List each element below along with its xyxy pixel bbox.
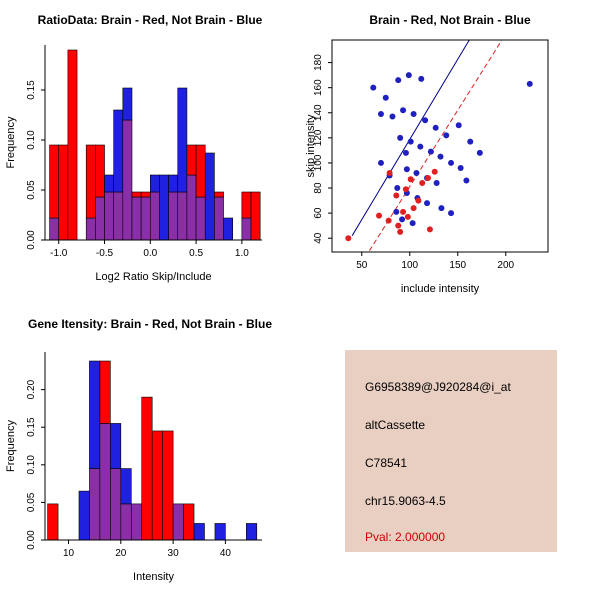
svg-text:30: 30 [168, 548, 180, 559]
svg-text:10: 10 [63, 548, 75, 559]
svg-text:60: 60 [313, 207, 324, 219]
svg-text:40: 40 [313, 232, 324, 244]
svg-text:Intensity: Intensity [133, 571, 174, 583]
info-box: G6958389@J920284@i_at altCassette C78541… [345, 350, 557, 552]
svg-text:20: 20 [115, 548, 127, 559]
svg-text:100: 100 [401, 260, 418, 271]
svg-text:skip intensity: skip intensity [305, 114, 317, 177]
ratio-histogram-chart: -1.0 -0.5 0.0 0.5 1.0 0.00 0.05 0.10 0.15 Log2 Ra… [5, 45, 262, 283]
ratio-histogram-title: RatioData: Brain - Red, Not Brain - Blue [37, 13, 263, 27]
scatter-title: Brain - Red, Not Brain - Blue [369, 13, 531, 27]
svg-text:0.15: 0.15 [26, 80, 37, 100]
gene-histogram-chart: 10 20 30 40 0.00 0.05 0.10 0.15 0.20 Intensity Fre… [5, 352, 262, 583]
svg-text:0.05: 0.05 [26, 180, 37, 200]
svg-text:100: 100 [313, 154, 324, 171]
gene-histogram-title: Gene Itensity: Brain - Red, Not Brain - … [27, 317, 273, 331]
svg-text:Frequency: Frequency [5, 420, 17, 472]
scatter-chart: 50 100 150 200 40 60 80 100 120 140 160 180 include … [305, 39, 549, 295]
svg-text:80: 80 [313, 182, 324, 194]
chromosome-location: chr15.9063-4.5 [365, 494, 446, 508]
svg-text:0.05: 0.05 [26, 492, 37, 512]
svg-text:140: 140 [313, 104, 324, 121]
svg-text:40: 40 [220, 548, 232, 559]
svg-text:Log2 Ratio Skip/Include: Log2 Ratio Skip/Include [95, 271, 211, 283]
svg-text:160: 160 [313, 79, 324, 96]
svg-text:1.0: 1.0 [235, 248, 249, 259]
svg-text:200: 200 [497, 260, 514, 271]
gene-id: C78541 [365, 456, 408, 470]
probe-id: G6958389@J920284@i_at [365, 380, 511, 394]
svg-text:50: 50 [356, 260, 368, 271]
ratio-histogram-panel: RatioData: Brain - Red, Not Brain - Blue… [0, 0, 300, 300]
svg-text:0.10: 0.10 [26, 455, 37, 475]
svg-text:120: 120 [313, 129, 324, 146]
svg-text:0.15: 0.15 [26, 417, 37, 437]
svg-text:150: 150 [449, 260, 466, 271]
svg-text:0.0: 0.0 [143, 248, 157, 259]
svg-text:include intensity: include intensity [401, 283, 480, 295]
svg-text:0.20: 0.20 [26, 379, 37, 399]
svg-text:180: 180 [313, 54, 324, 71]
gene-histogram-panel: Gene Itensity: Brain - Red, Not Brain - … [0, 300, 300, 600]
pval-text: Pval: 2.000000 [365, 530, 446, 544]
svg-text:0.5: 0.5 [189, 248, 203, 259]
svg-text:-1.0: -1.0 [50, 248, 68, 259]
svg-text:0.00: 0.00 [26, 230, 37, 250]
scatter-panel: Brain - Red, Not Brain - Blue 50 100 150 20… [300, 0, 600, 300]
splice-type: altCassette [365, 418, 426, 432]
svg-text:0.00: 0.00 [26, 530, 37, 550]
svg-text:-0.5: -0.5 [96, 248, 114, 259]
svg-text:0.10: 0.10 [26, 130, 37, 150]
svg-text:Frequency: Frequency [5, 116, 17, 168]
